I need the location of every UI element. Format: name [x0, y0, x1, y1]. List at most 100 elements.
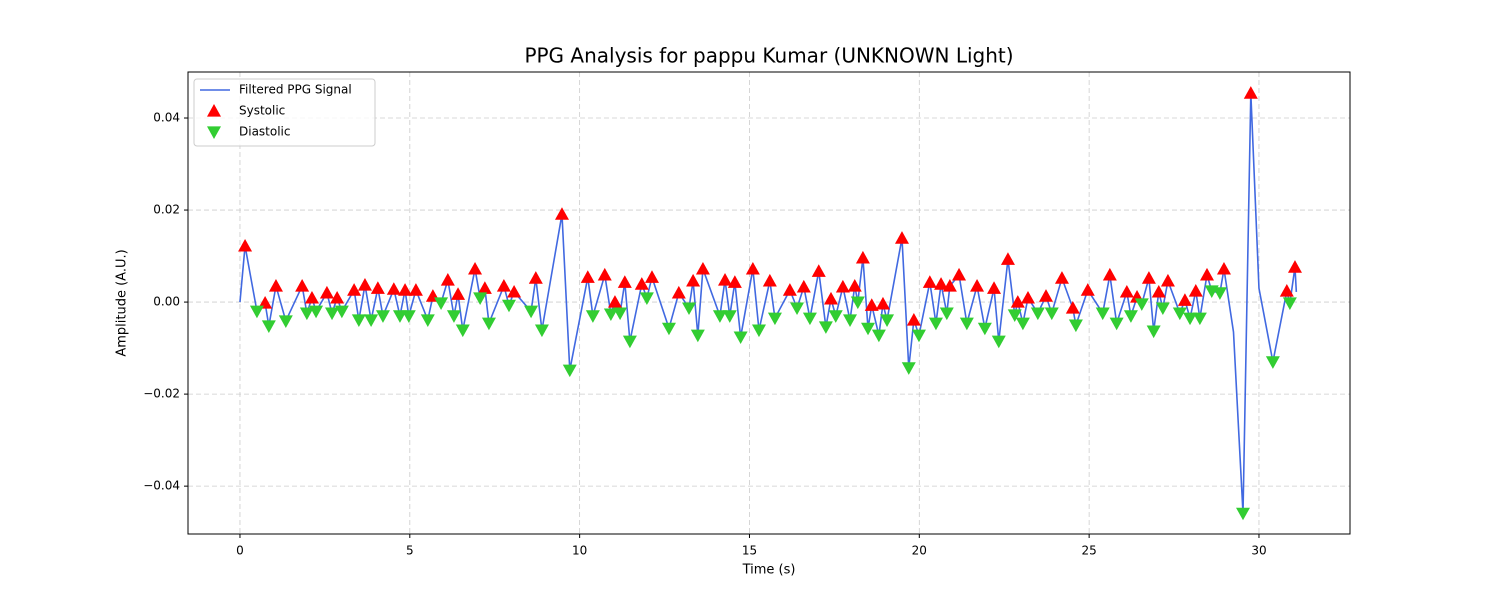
systolic-marker: [554, 207, 569, 220]
diastolic-marker: [309, 305, 324, 319]
systolic-marker: [319, 285, 334, 299]
legend: Filtered PPG Signal Systolic Diastolic: [193, 78, 376, 147]
diastolic-marker: [959, 317, 974, 331]
diastolic-marker: [473, 292, 488, 305]
diastolic-marker: [1155, 302, 1170, 316]
systolic-marker: [855, 250, 870, 264]
systolic-marker: [671, 285, 686, 299]
x-axis-label: Time (s): [742, 563, 796, 578]
systolic-marker: [952, 267, 967, 281]
systolic-marker: [1243, 86, 1258, 99]
systolic-marker: [835, 279, 850, 293]
diastolic-marker: [1236, 507, 1251, 521]
diastolic-marker: [1123, 310, 1138, 323]
diastolic-marker: [455, 324, 470, 338]
chart-title: PPG Analysis for pappu Kumar (UNKNOWN Li…: [524, 44, 1013, 68]
systolic-marker: [451, 287, 466, 300]
systolic-marker: [238, 238, 253, 252]
diastolic-marker: [880, 314, 895, 328]
diastolic-marker: [1192, 312, 1207, 326]
systolic-marker: [1065, 301, 1080, 314]
systolic-marker: [644, 270, 659, 283]
diastolic-marker: [1265, 356, 1280, 369]
diastolic-marker: [622, 335, 637, 349]
diastolic-marker: [1212, 287, 1227, 300]
diastolic-marker: [562, 364, 577, 378]
systolic-marker: [942, 278, 957, 292]
systolic-marker: [528, 271, 543, 284]
systolic-marker: [295, 278, 310, 292]
diastolic-marker: [420, 314, 435, 328]
diastolic-marker: [401, 310, 416, 323]
systolic-marker: [477, 281, 492, 294]
systolic-marker: [440, 272, 455, 286]
x-tick-label: 20: [912, 544, 927, 558]
diastolic-marker: [1068, 319, 1083, 333]
systolic-marker: [686, 273, 701, 287]
diastolic-marker: [751, 324, 766, 338]
systolic-marker: [1177, 293, 1192, 306]
diastolic-marker: [364, 314, 379, 328]
systolic-marker: [1038, 289, 1053, 302]
systolic-marker: [1279, 284, 1294, 297]
diastolic-marker: [1015, 317, 1030, 331]
systolic-marker: [718, 272, 733, 286]
diastolic-marker: [690, 329, 705, 343]
systolic-marker: [347, 283, 362, 296]
legend-box: [193, 78, 376, 147]
diastolic-marker: [261, 320, 276, 334]
systolic-marker: [304, 290, 319, 304]
systolic-marker: [1000, 252, 1015, 265]
diastolic-marker: [501, 299, 516, 313]
systolic-marker: [864, 298, 879, 311]
diastolic-marker: [1183, 312, 1198, 326]
x-tick-label: 25: [1081, 544, 1096, 558]
systolic-marker: [496, 278, 511, 292]
systolic-marker: [782, 283, 797, 296]
systolic-marker: [894, 231, 909, 244]
diastolic-marker: [534, 324, 549, 338]
systolic-marker: [745, 261, 760, 275]
systolic-marker: [1141, 271, 1156, 284]
diastolic-marker: [1044, 307, 1059, 321]
y-tick-label: −0.04: [143, 479, 180, 493]
systolic-marker: [386, 282, 401, 295]
diastolic-marker: [375, 310, 390, 323]
systolic-marker: [634, 277, 649, 290]
systolic-marker: [796, 279, 811, 293]
systolic-marker: [408, 283, 423, 296]
systolic-marker: [934, 277, 949, 290]
diastolic-marker: [585, 310, 600, 323]
systolic-marker: [727, 275, 742, 288]
diastolic-marker: [712, 310, 727, 323]
diastolic-marker: [843, 314, 858, 328]
legend-label: Diastolic: [239, 125, 291, 139]
diastolic-marker: [249, 305, 264, 319]
systolic-marker: [398, 283, 413, 296]
x-tick-label: 15: [742, 544, 757, 558]
systolic-marker: [1054, 271, 1069, 284]
systolic-marker: [258, 296, 273, 309]
diastolic-marker: [613, 307, 628, 321]
diastolic-marker: [639, 292, 654, 305]
systolic-marker: [580, 270, 595, 283]
diastolic-marker: [1172, 307, 1187, 321]
x-tick-label: 30: [1251, 544, 1266, 558]
x-tick-label: 10: [572, 544, 587, 558]
diastolic-marker: [1007, 309, 1022, 322]
systolic-marker: [1080, 283, 1095, 296]
systolic-marker: [357, 278, 372, 291]
systolic-marker: [762, 273, 777, 287]
diastolic-marker: [299, 307, 314, 321]
systolic-marker: [922, 275, 937, 288]
systolic-marker: [507, 284, 522, 298]
diastolic-marker: [481, 317, 496, 331]
diastolic-marker: [818, 321, 833, 334]
systolic-marker: [695, 261, 710, 275]
diastolic-marker: [1282, 297, 1297, 310]
systolic-marker: [811, 264, 826, 277]
diastolic-marker: [1030, 307, 1045, 321]
diastolic-marker: [661, 322, 676, 336]
diastolic-marker: [446, 310, 461, 323]
